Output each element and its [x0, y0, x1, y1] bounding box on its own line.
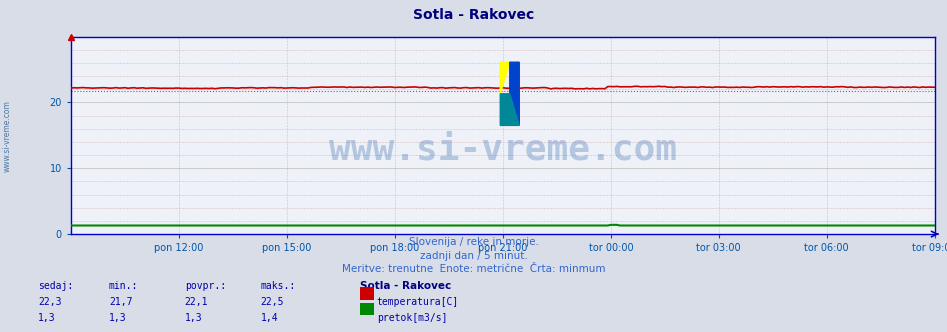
Text: zadnji dan / 5 minut.: zadnji dan / 5 minut. — [420, 251, 527, 261]
Text: 1,3: 1,3 — [38, 313, 56, 323]
Text: Meritve: trenutne  Enote: metrične  Črta: minmum: Meritve: trenutne Enote: metrične Črta: … — [342, 264, 605, 274]
Text: 21,7: 21,7 — [109, 297, 133, 307]
Text: 22,3: 22,3 — [38, 297, 62, 307]
Polygon shape — [509, 62, 519, 125]
Text: 22,5: 22,5 — [260, 297, 284, 307]
Text: povpr.:: povpr.: — [185, 281, 225, 290]
Text: min.:: min.: — [109, 281, 138, 290]
Text: 1,4: 1,4 — [260, 313, 278, 323]
Text: www.si-vreme.com: www.si-vreme.com — [329, 132, 677, 166]
Polygon shape — [500, 62, 509, 94]
Text: 1,3: 1,3 — [109, 313, 127, 323]
Text: www.si-vreme.com: www.si-vreme.com — [3, 100, 12, 172]
Text: Sotla - Rakovec: Sotla - Rakovec — [413, 8, 534, 22]
Text: Slovenija / reke in morje.: Slovenija / reke in morje. — [408, 237, 539, 247]
Text: temperatura[C]: temperatura[C] — [377, 297, 459, 307]
Text: Sotla - Rakovec: Sotla - Rakovec — [360, 281, 451, 290]
Text: 22,1: 22,1 — [185, 297, 208, 307]
Text: sedaj:: sedaj: — [38, 281, 73, 290]
Text: 1,3: 1,3 — [185, 313, 203, 323]
Text: pretok[m3/s]: pretok[m3/s] — [377, 313, 447, 323]
Text: maks.:: maks.: — [260, 281, 295, 290]
Polygon shape — [500, 94, 519, 125]
